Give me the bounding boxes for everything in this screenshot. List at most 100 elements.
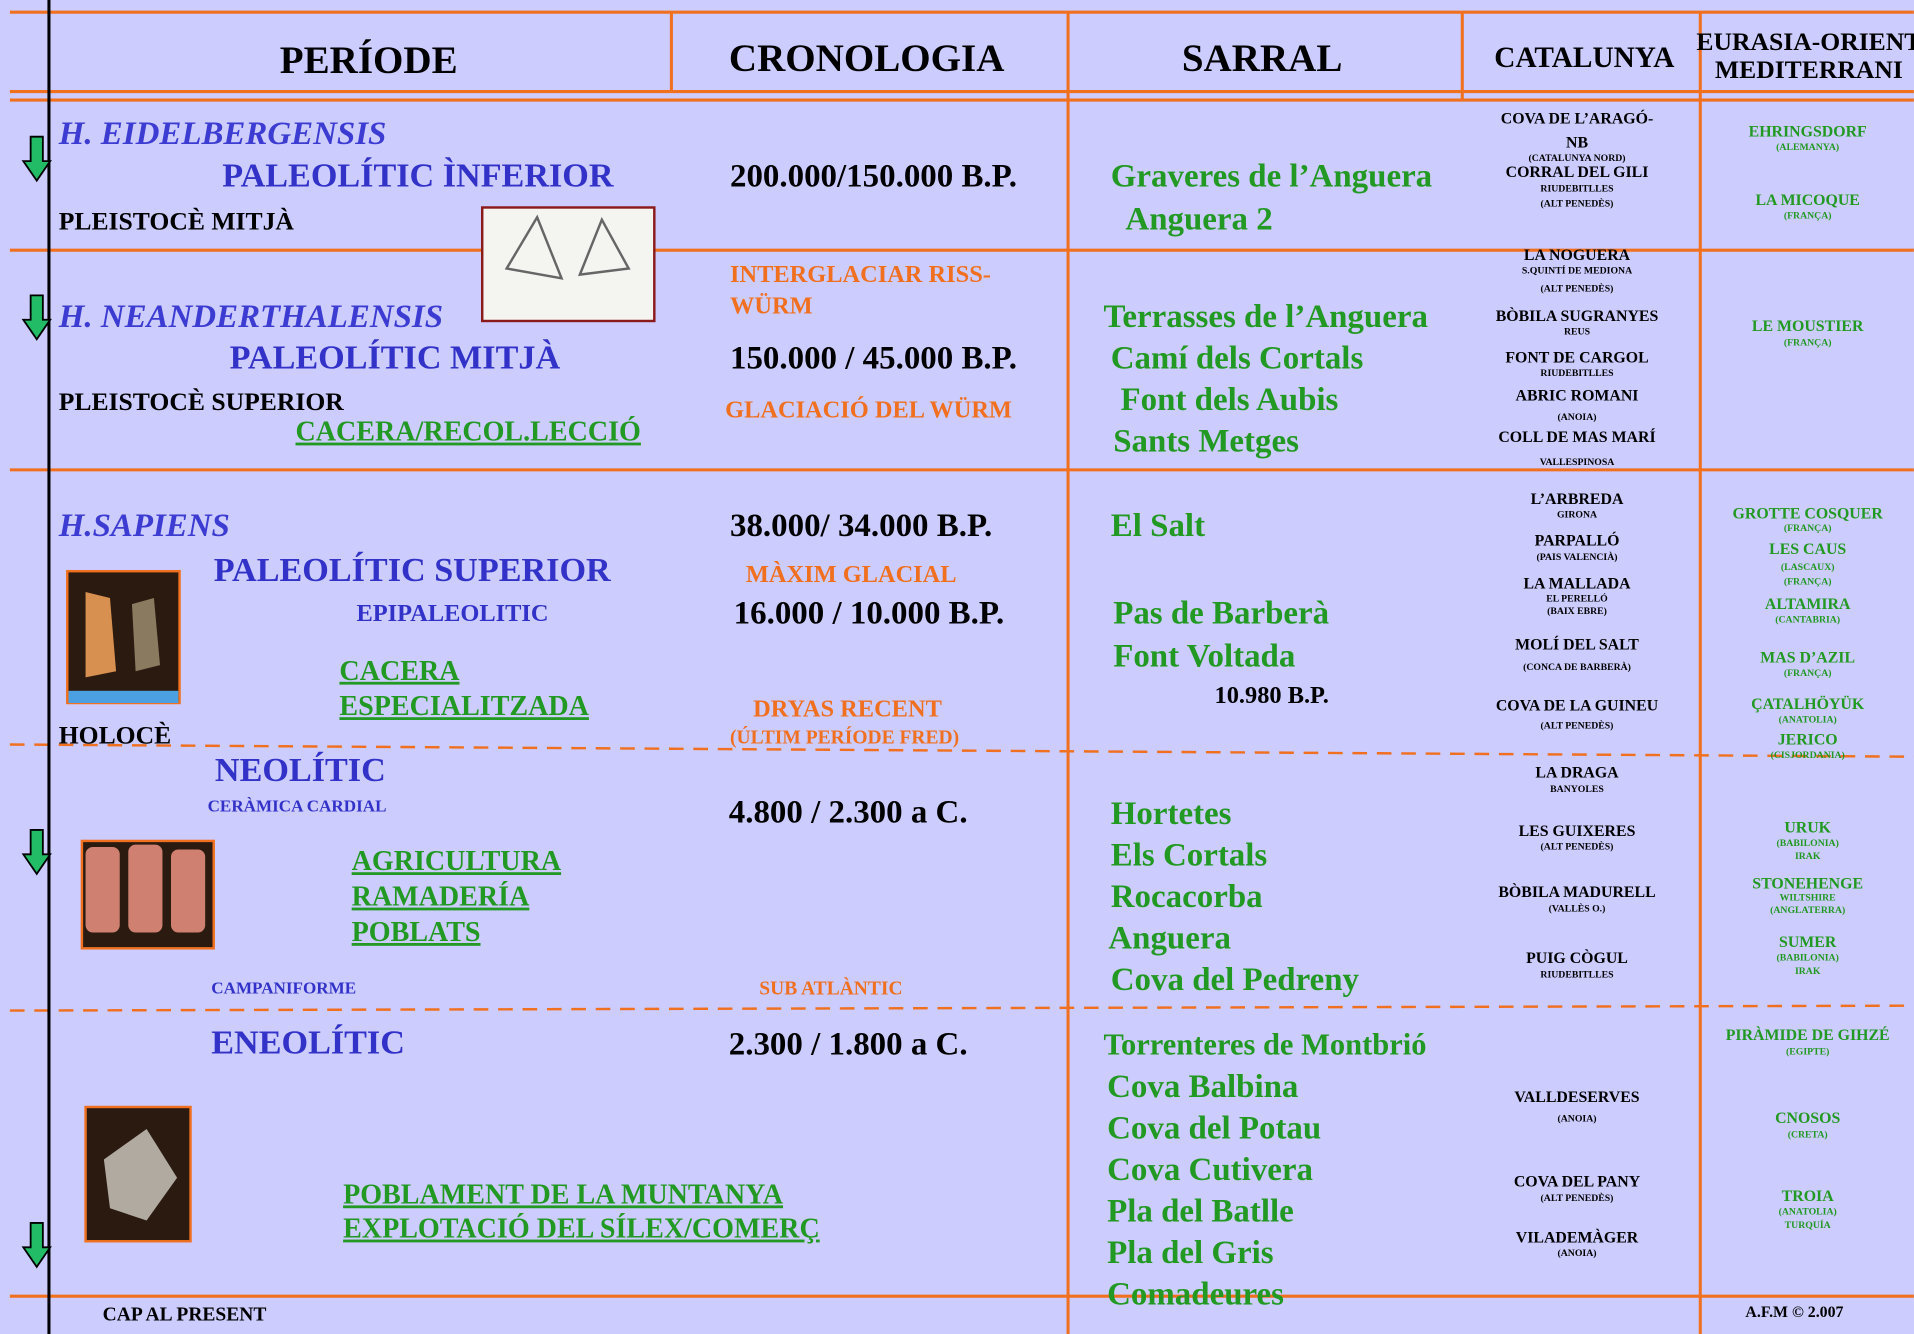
header-eurasia-text: MEDITERRANI: [1715, 55, 1903, 84]
rows-eurasia-text: (CANTABRIA): [1775, 614, 1840, 625]
rows-eurasia-text: ALTAMIRA: [1765, 596, 1851, 613]
rows-eurasia-text: (ALEMANYA): [1776, 142, 1839, 153]
rows-eurasia-text: URUK: [1784, 819, 1831, 836]
rows-eurasia-text: WILTSHIRE: [1780, 893, 1836, 904]
rows-catalunya-text: COLL DE MAS MARÍ: [1498, 427, 1655, 446]
header-sarral-text: SARRAL: [1182, 37, 1343, 80]
header-catalunya-text: CATALUNYA: [1494, 42, 1674, 74]
header-cronologia-text: CRONOLOGIA: [729, 37, 1005, 80]
rows-periode-text: PALEOLÍTIC MITJÀ: [230, 340, 561, 377]
rows-sarral-text: Hortetes: [1111, 796, 1232, 832]
rows-sarral-text: Cova Cutivera: [1107, 1152, 1313, 1188]
rows-catalunya-text: (CONCA DE BARBERÀ): [1523, 661, 1631, 673]
rows-eurasia-text: PIRÀMIDE DE GIHZÉ: [1726, 1025, 1890, 1044]
rows-eurasia-text: (ANATOLIA): [1779, 715, 1837, 726]
rows-eurasia-text: (CISJORDANIA): [1771, 750, 1845, 761]
rows-catalunya-text: (ALT PENEDÈS): [1541, 197, 1614, 209]
rows-catalunya-text: FONT DE CARGOL: [1505, 349, 1648, 366]
rows-cronologia-text: 4.800 / 2.300 a C.: [729, 795, 968, 831]
rows-catalunya-text: L’ARBREDA: [1531, 491, 1624, 508]
rows-cronologia-text: DRYAS RECENT: [753, 695, 942, 722]
rows-eurasia-text: ÇATALHÖYÜK: [1751, 695, 1865, 713]
rows-catalunya-text: CORRAL DEL GILI: [1506, 164, 1649, 181]
rows-periode-text: EXPLOTACIÓ DEL SÍLEX/COMERÇ: [343, 1214, 820, 1245]
rows-sarral-text: Font dels Aubis: [1121, 382, 1339, 418]
rows-catalunya-text: (ALT PENEDÈS): [1541, 720, 1614, 732]
rows-eurasia-text: MAS D’AZIL: [1760, 650, 1855, 667]
grid: [9, 0, 1914, 1334]
rows-eurasia-text: LES CAUS: [1769, 541, 1846, 558]
rows-periode-text: PALEOLÍTIC SUPERIOR: [214, 552, 611, 589]
rows-eurasia-text: (FRANÇA): [1784, 210, 1832, 221]
rows-eurasia-text: (ANATOLIA): [1779, 1206, 1837, 1217]
rows-periode-text: ENEOLÍTIC: [211, 1024, 405, 1061]
rows-catalunya-text: (ANOIA): [1558, 1114, 1597, 1125]
rows-cronologia-text: INTERGLACIAR RISS-: [730, 261, 991, 288]
rows-cronologia-text: 200.000/150.000 B.P.: [730, 159, 1017, 195]
rows-eurasia-text: EHRINGSDORF: [1749, 124, 1867, 141]
rows-periode-text: H. NEANDERTHALENSIS: [58, 299, 443, 335]
rows-eurasia-text: IRAK: [1795, 851, 1821, 862]
rows-catalunya-text: EL PERELLÓ: [1546, 593, 1608, 605]
rows-sarral-text: Pla del Gris: [1107, 1235, 1274, 1271]
rows-cronologia-text: MÀXIM GLACIAL: [746, 560, 957, 588]
rows-catalunya-text: PUIG CÒGUL: [1526, 948, 1628, 967]
rows-catalunya-text: LA DRAGA: [1535, 764, 1619, 781]
rows-sarral-text: Font Voltada: [1113, 638, 1295, 674]
rows-catalunya-text: RIUDEBITLLES: [1540, 970, 1614, 981]
rows-catalunya-text: (ANOIA): [1558, 412, 1597, 423]
rows-cronologia-text: 2.300 / 1.800 a C.: [729, 1027, 968, 1063]
rows-eurasia-text: (ANGLATERRA): [1770, 905, 1845, 916]
rows-periode-text: AGRICULTURA: [352, 846, 562, 877]
rows-eurasia-text: JERICO: [1778, 732, 1838, 749]
rows-eurasia-text: (CRETA): [1788, 1130, 1828, 1141]
rows-periode-text: RAMADERÍA: [352, 882, 530, 913]
rows-catalunya-text: (ANOIA): [1558, 1248, 1597, 1259]
rows-periode-text: HOLOCÈ: [59, 720, 171, 749]
rows-cronologia-text: WÜRM: [730, 293, 813, 320]
rows-eurasia-text: LA MICOQUE: [1755, 192, 1859, 209]
rows-catalunya-text: REUS: [1564, 326, 1591, 337]
rows-periode-text: CACERA/RECOL.LECCIÓ: [295, 417, 640, 448]
rows-sarral-text: Anguera: [1108, 920, 1231, 956]
rows-sarral-text: Cova del Pedreny: [1111, 962, 1360, 998]
rows-catalunya-text: BÒBILA MADURELL: [1498, 882, 1655, 901]
rows-catalunya-text: (VALLÈS O.): [1549, 903, 1606, 915]
rows-catalunya-text: NB: [1566, 135, 1588, 152]
rows-eurasia-text: IRAK: [1795, 966, 1821, 977]
rows-sarral-text: Pas de Barberà: [1113, 596, 1329, 632]
rows-eurasia-text: (EGIPTE): [1786, 1047, 1829, 1058]
rows-catalunya-text: (CATALUNYA NORD): [1528, 153, 1625, 164]
rows-sarral-text: Graveres de l’Anguera: [1111, 159, 1432, 195]
rows-sarral-text: Torrenteres de Montbrió: [1103, 1028, 1426, 1062]
rows-catalunya-text: LES GUIXERES: [1519, 823, 1636, 840]
rows-sarral-text: Comadeures: [1107, 1277, 1284, 1313]
rows-eurasia-text: SUMER: [1779, 934, 1837, 951]
rows-sarral-text: Rocacorba: [1111, 879, 1263, 915]
rows-catalunya-text: RIUDEBITLLES: [1540, 368, 1614, 379]
rows-sarral-text: Terrasses de l’Anguera: [1103, 299, 1427, 335]
rows-cronologia-text: (ÚLTIM PERÍODE FRED): [730, 726, 959, 748]
rows-eurasia-text: TURQUÍA: [1785, 1219, 1831, 1231]
rows-catalunya-text: MOLÍ DEL SALT: [1515, 634, 1639, 653]
rows-periode-text: PLEISTOCÈ MITJÀ: [59, 206, 295, 235]
rows-cronologia-text: 150.000 / 45.000 B.P.: [730, 341, 1017, 377]
rows-catalunya-text: (ALT PENEDÈS): [1541, 283, 1614, 295]
rows-catalunya-text: GIRONA: [1557, 509, 1597, 520]
rows-catalunya-text: (PAIS VALENCIÀ): [1537, 551, 1618, 563]
rows-sarral-text: El Salt: [1111, 508, 1205, 544]
rows-periode-text: POBLATS: [352, 917, 481, 948]
rows-catalunya-text: VALLESPINOSA: [1540, 457, 1615, 468]
rows-sarral-text: 10.980 B.P.: [1215, 682, 1329, 709]
rows-periode-text: EPIPALEOLITIC: [357, 600, 549, 627]
rows-eurasia-text: (BABILONIA): [1777, 838, 1839, 849]
rows-catalunya-text: (ALT PENEDÈS): [1541, 1192, 1614, 1204]
arrows: [21, 135, 52, 1269]
rows-catalunya-text: S.QUINTÍ DE MEDIONA: [1522, 264, 1632, 276]
rows-catalunya-text: RIUDEBITLLES: [1540, 184, 1614, 195]
rows-sarral-text: Cova Balbina: [1107, 1069, 1298, 1105]
rows-eurasia-text: TROIA: [1782, 1188, 1835, 1205]
rows-catalunya-text: COVA DE L’ARAGÓ-: [1501, 108, 1653, 127]
rows-cronologia-text: 16.000 / 10.000 B.P.: [734, 596, 1005, 632]
